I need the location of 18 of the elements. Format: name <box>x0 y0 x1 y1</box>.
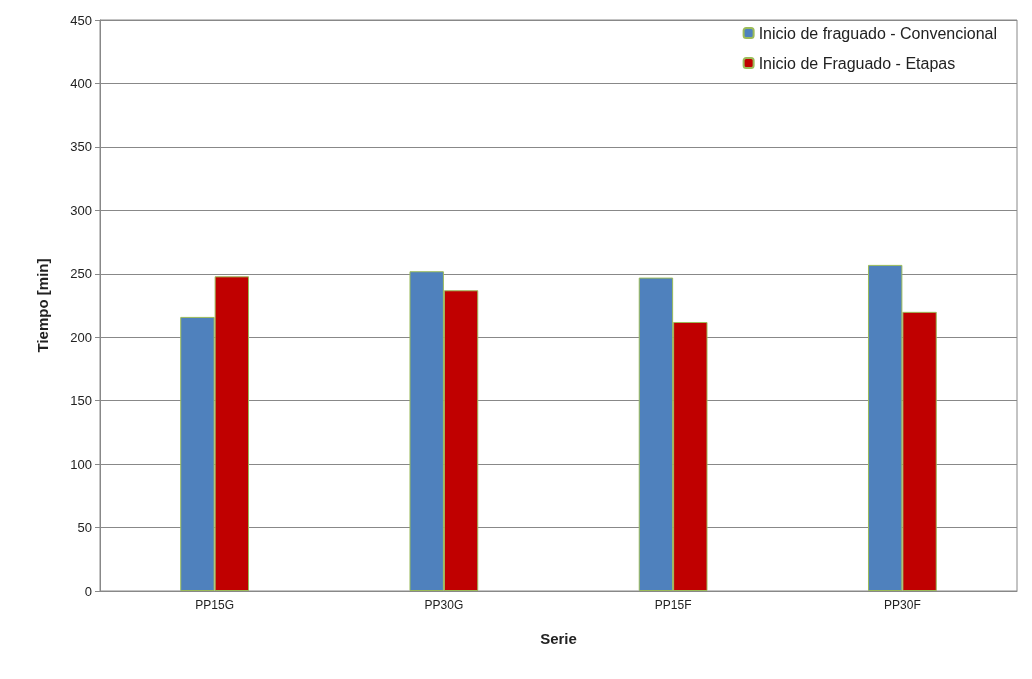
x-tick-label: PP30F <box>884 598 921 612</box>
legend-label: Inicio de fraguado - Convencional <box>758 24 997 42</box>
x-tick-label: PP30G <box>424 598 464 612</box>
y-tick-label: 100 <box>70 456 92 472</box>
y-tick-label: 150 <box>70 393 92 409</box>
y-tick-label: 350 <box>70 139 92 155</box>
x-axis-title: Serie <box>540 630 577 647</box>
y-axis-title: Tiempo [min] <box>34 258 51 353</box>
legend-label: Inicio de Fraguado - Etapas <box>758 54 956 72</box>
x-tick-label: PP15F <box>654 598 692 612</box>
y-tick-label: 250 <box>70 266 92 282</box>
y-tick-label: 50 <box>77 520 92 536</box>
y-tick-label: 400 <box>70 75 92 91</box>
y-tick-label: 300 <box>70 202 92 218</box>
y-tick-label: 200 <box>70 329 92 345</box>
x-tick-label: PP15G <box>195 598 234 612</box>
y-tick-label: 450 <box>70 12 92 28</box>
y-tick-label: 0 <box>84 583 92 599</box>
